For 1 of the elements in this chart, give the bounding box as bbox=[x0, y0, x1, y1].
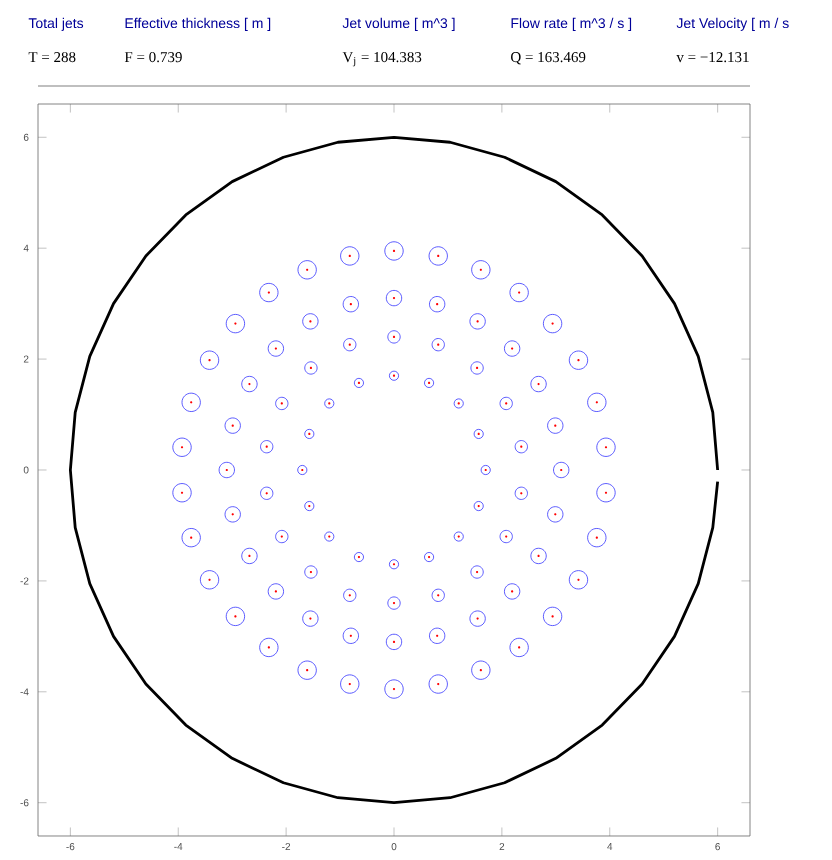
line-series bbox=[68, 135, 720, 805]
